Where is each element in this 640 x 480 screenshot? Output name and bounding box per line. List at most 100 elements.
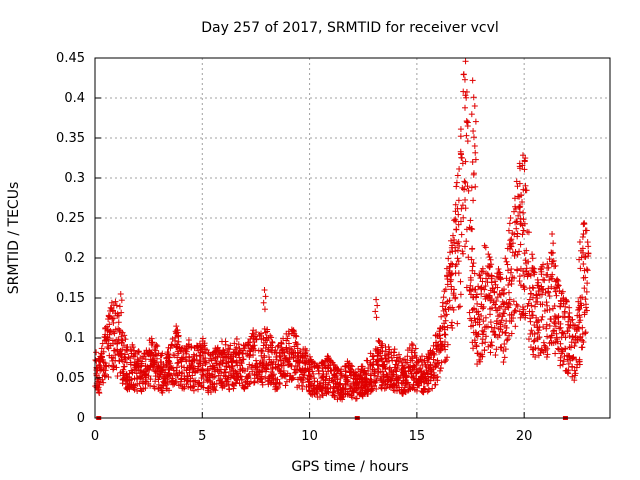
data-point <box>179 354 186 361</box>
data-point <box>210 386 217 393</box>
data-point <box>100 359 107 366</box>
data-point <box>457 291 464 298</box>
data-point <box>485 251 492 258</box>
data-point <box>551 320 558 327</box>
data-point <box>539 313 546 320</box>
data-point <box>502 255 509 262</box>
data-point <box>190 387 197 394</box>
data-point <box>548 250 555 257</box>
data-point <box>261 287 268 293</box>
data-point <box>448 319 455 326</box>
data-point <box>583 227 590 234</box>
y-tick-label: 0.1 <box>64 331 85 346</box>
data-point <box>454 320 461 327</box>
data-point <box>501 341 508 348</box>
data-point <box>501 310 508 317</box>
data-point <box>165 366 172 373</box>
data-point <box>115 319 122 326</box>
data-point <box>508 266 515 273</box>
data-point <box>455 270 462 277</box>
data-point <box>246 380 253 387</box>
data-point <box>486 254 493 261</box>
y-tick-label: 0.45 <box>56 51 85 66</box>
data-point <box>110 328 117 335</box>
data-point <box>470 94 477 101</box>
data-point <box>230 367 237 374</box>
data-point <box>439 299 446 306</box>
data-point <box>165 350 172 357</box>
data-point <box>128 381 135 388</box>
data-point <box>120 366 127 373</box>
data-point <box>199 362 206 369</box>
data-point <box>231 340 238 347</box>
data-point <box>549 231 556 237</box>
data-point <box>183 367 190 374</box>
data-point <box>144 365 151 372</box>
data-point <box>225 345 232 352</box>
data-point <box>168 341 175 348</box>
data-point <box>131 384 138 391</box>
data-point <box>442 331 449 338</box>
y-tick-label: 0.25 <box>56 211 85 226</box>
data-point <box>167 345 174 352</box>
data-point <box>114 346 121 353</box>
data-point <box>105 336 112 343</box>
data-point <box>500 359 507 366</box>
data-point <box>196 358 203 365</box>
data-point <box>224 378 231 385</box>
data-point <box>149 357 156 364</box>
data-point <box>225 359 232 366</box>
data-point <box>135 358 142 365</box>
data-point <box>145 372 152 379</box>
data-point <box>226 386 233 393</box>
data-point <box>96 381 103 388</box>
data-point <box>455 304 462 311</box>
data-point <box>550 240 557 247</box>
data-point <box>118 339 125 346</box>
data-point <box>447 237 454 244</box>
data-point <box>516 248 523 255</box>
y-tick-label: 0.2 <box>64 251 85 266</box>
data-point <box>216 362 223 369</box>
data-point <box>463 118 470 125</box>
data-point <box>96 390 103 397</box>
data-point <box>121 354 128 361</box>
data-point <box>200 379 207 386</box>
data-point <box>470 197 477 204</box>
data-point <box>195 347 202 354</box>
data-point <box>457 278 464 285</box>
data-point <box>463 132 470 139</box>
data-point <box>409 342 416 349</box>
data-point <box>474 300 481 307</box>
data-point <box>385 343 392 350</box>
data-point <box>458 231 465 238</box>
data-point <box>239 356 246 363</box>
data-point <box>373 296 380 303</box>
data-point <box>222 353 229 360</box>
data-point <box>213 360 220 367</box>
data-point <box>126 370 133 377</box>
data-point <box>544 333 551 340</box>
data-point <box>576 239 583 245</box>
data-point <box>153 342 160 349</box>
data-point <box>152 373 159 380</box>
x-tick-label: 5 <box>198 429 206 444</box>
data-point <box>520 227 527 234</box>
data-point <box>455 211 462 218</box>
data-point <box>452 295 459 302</box>
data-point <box>118 333 125 340</box>
data-point <box>579 324 586 331</box>
data-point <box>224 350 231 357</box>
data-point <box>183 348 190 355</box>
data-point <box>505 289 512 296</box>
data-point <box>112 298 119 305</box>
chart-title: Day 257 of 2017, SRMTID for receiver vcv… <box>201 20 499 36</box>
data-point <box>457 303 464 310</box>
data-point <box>451 286 458 293</box>
data-point <box>101 372 108 379</box>
data-point <box>571 342 578 349</box>
data-point <box>513 301 520 308</box>
data-point <box>101 337 108 344</box>
data-point <box>457 133 464 140</box>
data-point <box>190 351 197 358</box>
